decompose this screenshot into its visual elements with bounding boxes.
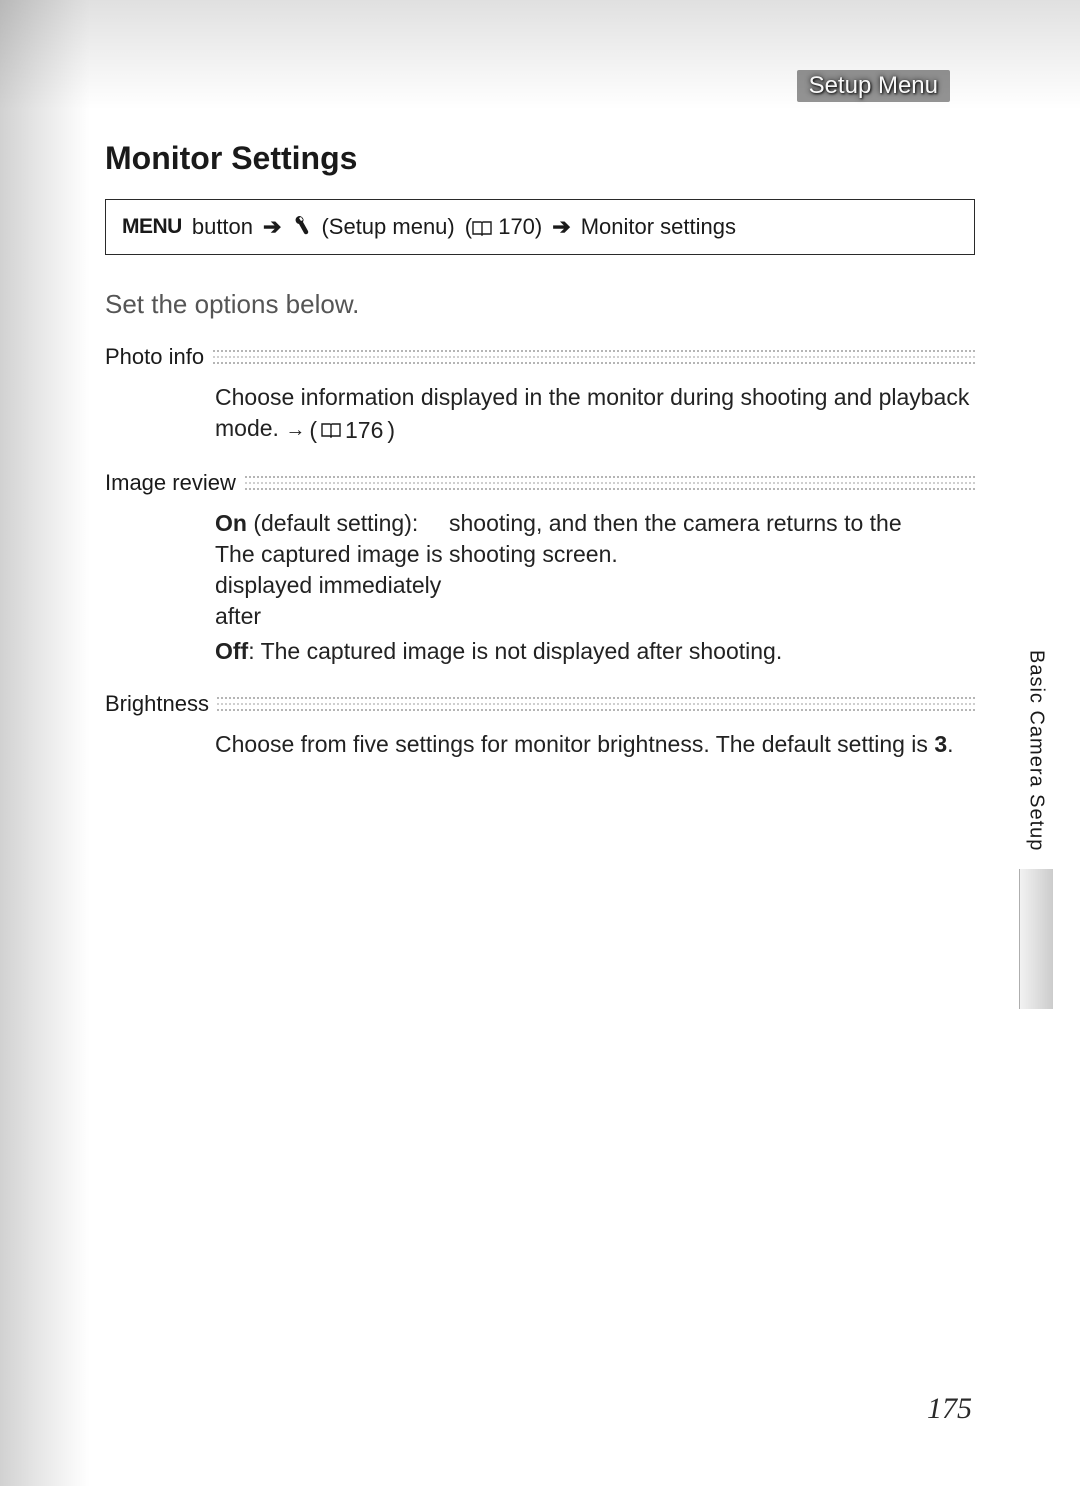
manual-page: Setup Menu Monitor Settings MENU button … <box>0 0 1080 1486</box>
book-icon <box>321 423 341 438</box>
nav-word-button: button <box>192 214 253 240</box>
section-header: Setup Menu <box>797 70 950 102</box>
brightness-text-a: Choose from five settings for monitor br… <box>215 731 934 757</box>
option-body: On (default setting): The captured image… <box>105 508 975 667</box>
image-review-on-lead: On (default setting): The captured image… <box>215 508 445 632</box>
menu-button-glyph: MENU <box>122 215 182 239</box>
on-text-lead: The captured image is displayed immediat… <box>215 541 443 629</box>
brightness-default: 3 <box>934 731 947 757</box>
header-bar: Setup Menu <box>0 68 1080 104</box>
side-tab: Basic Camera Setup <box>1014 650 1058 1009</box>
option-brightness: Brightness Choose from five settings for… <box>105 691 975 760</box>
nav-setup-menu-label: (Setup menu) <box>321 214 454 240</box>
wrench-icon <box>291 214 311 240</box>
on-label: On <box>215 510 247 536</box>
arrow-right-icon: ➔ <box>263 214 281 240</box>
nav-ref-1: ( 170) <box>465 214 543 240</box>
image-review-on-row: On (default setting): The captured image… <box>215 508 975 632</box>
dotted-rule <box>105 350 975 364</box>
content-area: Monitor Settings MENU button ➔ (Setup me… <box>105 140 975 760</box>
dotted-rule <box>105 697 975 711</box>
option-body: Choose from five settings for monitor br… <box>105 729 975 760</box>
intro-text: Set the options below. <box>105 289 975 320</box>
off-text: : The captured image is not displayed af… <box>248 638 782 664</box>
arrow-right-small-icon: → <box>285 417 305 444</box>
option-label-row: Photo info <box>105 344 975 372</box>
option-label-row: Image review <box>105 470 975 498</box>
brightness-text-b: . <box>947 731 953 757</box>
nav-target: Monitor settings <box>581 214 736 240</box>
image-review-off-row: Off: The captured image is not displayed… <box>215 636 975 667</box>
off-label: Off <box>215 638 248 664</box>
image-review-on-cont: shooting, and then the camera returns to… <box>449 508 975 632</box>
option-label: Brightness <box>105 691 217 717</box>
page-number: 175 <box>927 1392 972 1426</box>
option-label-row: Brightness <box>105 691 975 719</box>
option-photo-info: Photo info Choose information displayed … <box>105 344 975 446</box>
scan-left-shadow <box>0 0 90 1486</box>
on-default: (default setting): <box>247 510 418 536</box>
photo-info-ref-page: 176 <box>345 415 383 446</box>
thumb-index-block <box>1019 869 1053 1009</box>
option-body: Choose information displayed in the moni… <box>105 382 975 446</box>
side-chapter-label: Basic Camera Setup <box>1025 650 1048 851</box>
menu-navigation-box: MENU button ➔ (Setup menu) ( 170) ➔ Moni… <box>105 199 975 255</box>
option-label: Image review <box>105 470 244 496</box>
option-label: Photo info <box>105 344 212 370</box>
arrow-right-icon: ➔ <box>552 214 570 240</box>
option-image-review: Image review On (default setting): The c… <box>105 470 975 667</box>
nav-ref-page-1: 170 <box>498 214 535 239</box>
page-title: Monitor Settings <box>105 140 975 177</box>
photo-info-ref: → ( 176) <box>285 415 395 446</box>
